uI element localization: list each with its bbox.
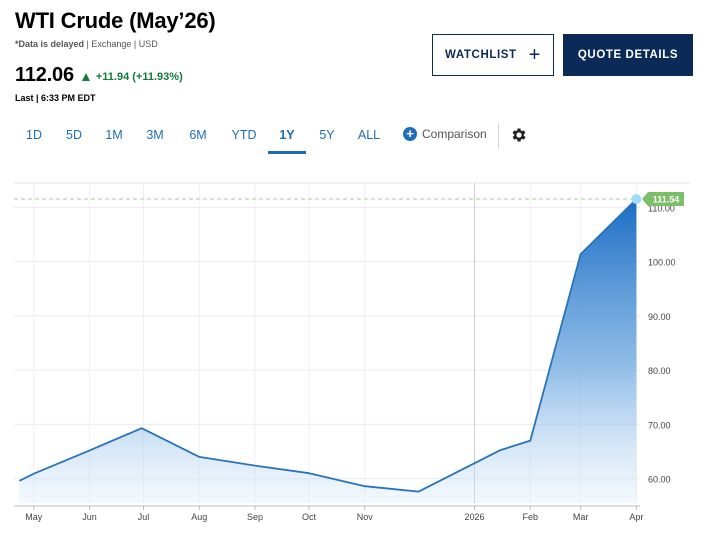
time-range-tabs: 1D 5D 1M 3M 6M YTD 1Y 5Y ALL (0, 120, 704, 154)
price-change: +11.94 (+11.93%) (81, 71, 183, 83)
price-row: 112.06 +11.94 (+11.93%) (15, 64, 183, 87)
tab-3m[interactable]: 3M (146, 128, 164, 142)
quote-details-button[interactable]: QUOTE DETAILS (563, 34, 693, 76)
comparison-button[interactable]: + Comparison (403, 127, 487, 141)
price-area-fill (19, 199, 637, 503)
plus-icon: + (528, 44, 541, 66)
tab-5y[interactable]: 5Y (319, 128, 335, 142)
delayed-label: *Data is delayed (15, 39, 85, 49)
x-tick-label: Jun (82, 512, 97, 522)
x-tick-label: 2026 (464, 512, 484, 522)
x-tick-label: Apr (629, 512, 643, 522)
x-tick-label: Feb (523, 512, 539, 522)
exchange-currency-label: | Exchange | USD (84, 39, 158, 49)
toolbar-divider (498, 123, 499, 149)
price-change-text: +11.94 (+11.93%) (95, 71, 183, 83)
price-chart: 60.00 70.00 80.00 90.00 100.00 110.00 May Jun Ju… (14, 182, 690, 522)
plus-circle-icon: + (403, 127, 417, 141)
up-triangle-icon (81, 73, 90, 81)
x-tick-label: Aug (191, 512, 207, 522)
x-tick-label: May (25, 512, 43, 522)
watchlist-button[interactable]: WATCHLIST + (432, 34, 554, 76)
chart-marker-layer: 111.54 (631, 192, 684, 207)
last-price-tag-label: 111.54 (653, 195, 680, 205)
y-tick-label: 110.00 (648, 203, 675, 213)
data-delay-note: *Data is delayed | Exchange | USD (15, 39, 158, 49)
watchlist-label: WATCHLIST (445, 49, 517, 61)
tab-1y[interactable]: 1Y (268, 120, 306, 154)
last-price-tag (642, 192, 684, 207)
y-tick-label: 70.00 (648, 420, 671, 430)
tab-5d[interactable]: 5D (66, 128, 82, 142)
y-tick-label: 90.00 (648, 312, 671, 322)
x-tick-label: Jul (138, 512, 150, 522)
instrument-title: WTI Crude (May’26) (15, 8, 216, 33)
tab-1m[interactable]: 1M (105, 128, 123, 142)
price-line (19, 198, 638, 493)
comparison-label: Comparison (422, 127, 487, 141)
y-tick-label: 60.00 (648, 475, 671, 485)
gear-icon[interactable] (510, 126, 528, 144)
tab-6m[interactable]: 6M (189, 128, 207, 142)
x-tick-label: Oct (302, 512, 317, 522)
tab-1d[interactable]: 1D (26, 128, 42, 142)
last-price: 112.06 (15, 64, 74, 86)
y-tick-label: 100.00 (648, 258, 676, 268)
y-tick-label: 80.00 (648, 366, 671, 376)
chart-area-layer (19, 198, 638, 503)
last-updated: Last | 6:33 PM EDT (15, 93, 96, 103)
x-tick-label: Sep (247, 512, 263, 522)
chart-grid (14, 182, 690, 510)
x-tick-label: Mar (573, 512, 589, 522)
last-point-marker (631, 194, 642, 205)
x-tick-label: Nov (357, 512, 374, 522)
tab-ytd[interactable]: YTD (231, 128, 257, 142)
tab-all[interactable]: ALL (357, 128, 381, 142)
chart-axis-layer: 60.00 70.00 80.00 90.00 100.00 110.00 May Jun Ju… (25, 203, 675, 522)
